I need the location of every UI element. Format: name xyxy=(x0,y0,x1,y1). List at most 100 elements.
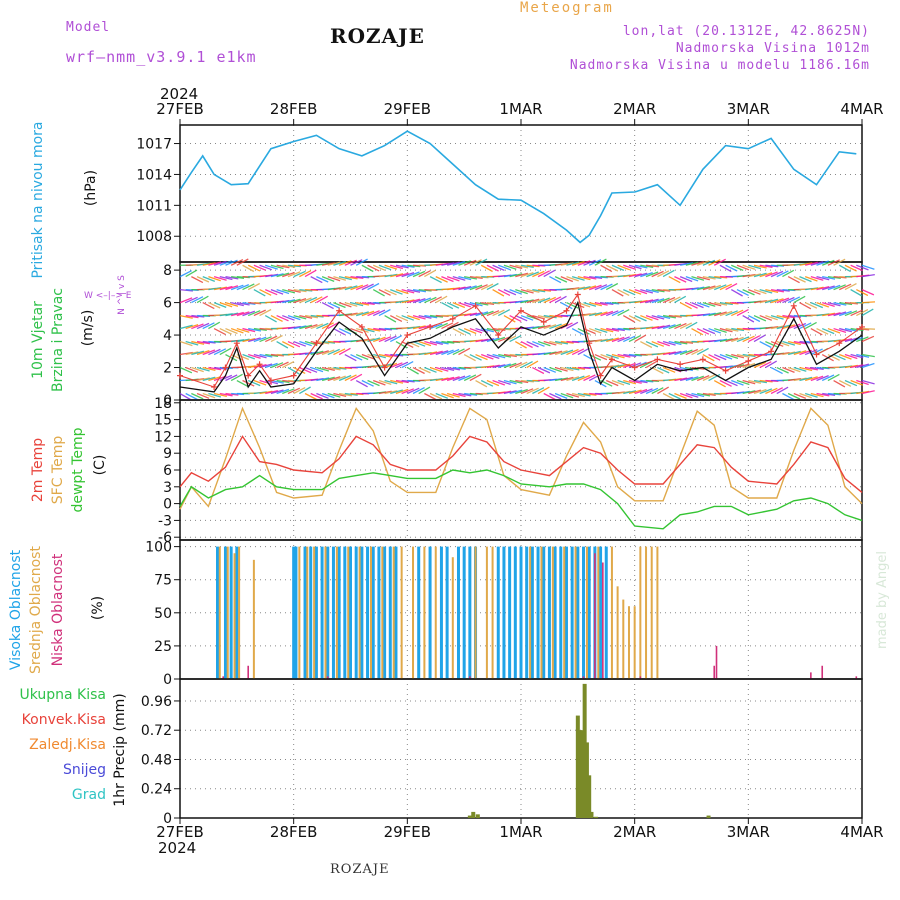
wind-arrow xyxy=(264,289,278,296)
wind-arrow xyxy=(645,340,659,348)
wind-arrow xyxy=(463,374,477,382)
mid-cloud-bar xyxy=(226,546,229,679)
wind-arrow xyxy=(185,296,198,304)
wind-arrow xyxy=(736,289,749,296)
wind-arrow xyxy=(600,301,614,306)
wind-arrow xyxy=(202,392,216,399)
wind-arrow xyxy=(640,271,653,278)
wind-arrow xyxy=(259,289,272,296)
precip-bar xyxy=(582,683,587,818)
wind-arrow xyxy=(373,336,386,343)
wind-arrow xyxy=(429,340,443,346)
wind-arrow xyxy=(333,348,346,356)
wind-arrow xyxy=(497,309,511,317)
wind-arrow xyxy=(838,283,852,291)
wind-arrow xyxy=(321,322,334,330)
wind-arrow xyxy=(543,269,556,278)
wind-arrow xyxy=(276,379,290,384)
wind-arrow xyxy=(731,353,745,359)
low-cloud-bar xyxy=(469,676,471,679)
wind-arrow xyxy=(697,275,710,281)
wind-arrow xyxy=(270,334,283,343)
wind-arrow xyxy=(560,302,573,310)
wind-arrow xyxy=(645,298,659,304)
wind-arrow xyxy=(395,288,409,295)
wind-arrow xyxy=(577,374,591,382)
wind-arrow xyxy=(441,276,454,283)
high-cloud-bar xyxy=(576,546,580,679)
wind-arrow xyxy=(310,350,324,356)
wind-arrow xyxy=(492,336,506,343)
wind-arrow xyxy=(662,351,676,356)
wind-arrow xyxy=(350,259,363,266)
wind-arrow xyxy=(492,353,506,359)
wind-arrow xyxy=(469,327,483,334)
wind-arrow xyxy=(446,348,460,356)
wind-arrow xyxy=(492,309,505,317)
wind-arrow xyxy=(606,327,620,332)
wind-arrow xyxy=(424,366,437,373)
wind-arrow xyxy=(503,315,516,323)
mid-cloud-bar xyxy=(627,606,630,679)
wind-arrow xyxy=(384,315,397,323)
wind-arrow xyxy=(634,388,648,395)
wind-arrow xyxy=(441,376,455,382)
wind-arrow xyxy=(810,327,823,336)
wind-arrow xyxy=(611,336,625,343)
wind-arrow xyxy=(395,264,409,269)
wind-arrow xyxy=(498,379,511,386)
wind-arrow xyxy=(185,351,199,356)
wind-arrow xyxy=(742,273,756,278)
wind-arrow xyxy=(492,289,505,297)
wind-arrow xyxy=(725,353,739,360)
x-top-label: 27FEB xyxy=(156,100,203,118)
wind-arrow xyxy=(537,366,551,374)
x-top-label: 4MAR xyxy=(840,100,883,118)
wind-arrow xyxy=(407,298,421,304)
high-cloud-bar xyxy=(394,546,398,679)
wind-arrow xyxy=(424,314,438,319)
wind-arrow xyxy=(208,366,222,371)
wind-arrow xyxy=(367,264,380,272)
wind-arrow xyxy=(486,310,500,317)
wind-arrow xyxy=(384,353,398,358)
wind-arrow xyxy=(634,264,648,269)
wind-arrow xyxy=(179,288,193,292)
wind-arrow xyxy=(668,392,681,400)
low-cloud-bar xyxy=(821,665,824,679)
wind-arrow xyxy=(793,392,807,400)
wind-arrow xyxy=(634,288,648,295)
wind-arrow xyxy=(435,350,449,356)
wind-arrow xyxy=(560,340,574,344)
wind-arrow xyxy=(378,264,392,271)
wind-arrow xyxy=(219,374,233,382)
wind-arrow xyxy=(861,390,875,395)
wind-arrow xyxy=(736,379,750,386)
wind-arrow xyxy=(742,353,756,358)
wind-arrow xyxy=(515,288,528,295)
wind-arrow xyxy=(395,272,409,278)
low-cloud-bar xyxy=(639,676,642,679)
wind-arrow xyxy=(611,264,625,271)
wind-arrow xyxy=(338,347,351,356)
legend-convective-rain: Konvek.Kisa xyxy=(22,712,106,728)
wind-arrow xyxy=(839,327,853,333)
wind-arrow xyxy=(731,379,744,386)
model-label: Model xyxy=(66,20,111,35)
wind-arrow xyxy=(344,259,358,266)
high-cloud-bar xyxy=(354,546,358,679)
wind-arrow xyxy=(401,288,415,294)
wind-arrow xyxy=(247,310,261,317)
wind-arrow xyxy=(230,301,244,307)
precip-bar xyxy=(594,816,599,818)
wind-arrow xyxy=(270,389,284,395)
wind-arrow xyxy=(719,264,732,273)
mid-cloud-bar xyxy=(645,546,648,679)
wind-arrow xyxy=(196,377,210,382)
wind-gust-marker xyxy=(722,367,729,374)
high-cloud-bar xyxy=(582,546,586,679)
wind-arrow xyxy=(299,314,313,319)
wind-arrow xyxy=(770,288,785,293)
wind-arrow xyxy=(776,386,789,395)
wind-arrow xyxy=(463,353,476,362)
